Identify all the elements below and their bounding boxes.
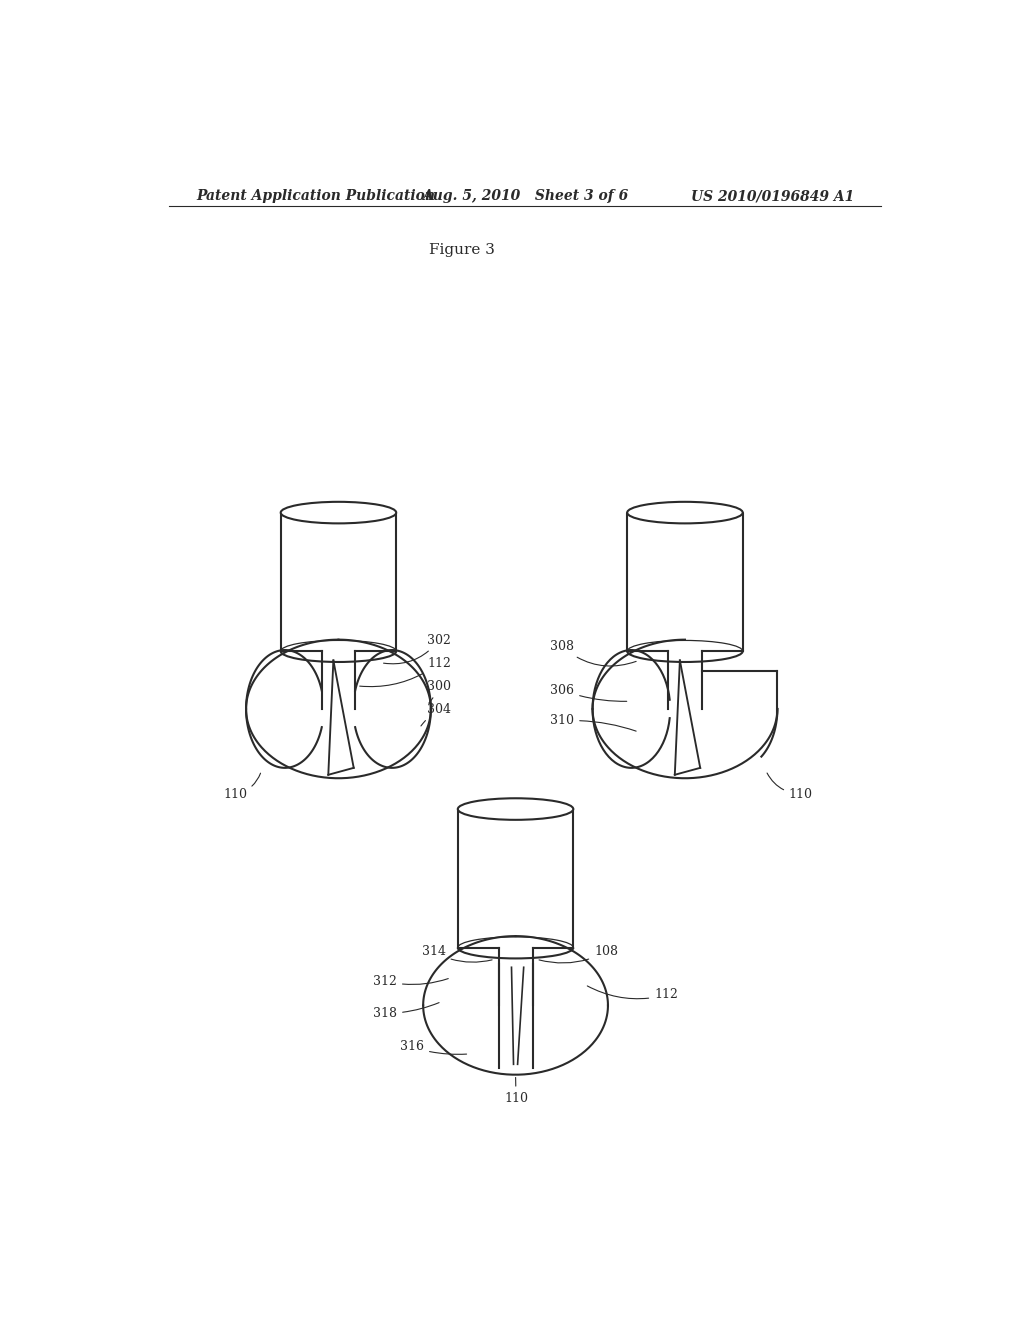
Text: US 2010/0196849 A1: US 2010/0196849 A1 [691, 189, 854, 203]
Text: 110: 110 [504, 1077, 528, 1105]
Text: 110: 110 [767, 774, 813, 800]
Text: 108: 108 [539, 945, 618, 964]
Text: Patent Application Publication: Patent Application Publication [196, 189, 435, 203]
Text: Figure 3: Figure 3 [429, 243, 495, 257]
Ellipse shape [628, 502, 742, 524]
Text: 316: 316 [400, 1040, 467, 1055]
Text: 112: 112 [359, 656, 451, 686]
Text: 310: 310 [550, 714, 636, 731]
Text: 306: 306 [550, 684, 627, 701]
Text: Aug. 5, 2010   Sheet 3 of 6: Aug. 5, 2010 Sheet 3 of 6 [422, 189, 628, 203]
Text: 302: 302 [384, 634, 451, 664]
Ellipse shape [458, 799, 573, 820]
Ellipse shape [281, 502, 396, 524]
Text: 312: 312 [373, 974, 449, 987]
Text: 300: 300 [427, 680, 451, 704]
Text: 314: 314 [422, 945, 493, 962]
Text: 112: 112 [588, 986, 678, 1002]
Text: 110: 110 [223, 774, 260, 800]
Text: 318: 318 [373, 1003, 439, 1020]
Text: 304: 304 [421, 702, 451, 726]
Text: 308: 308 [550, 640, 636, 667]
